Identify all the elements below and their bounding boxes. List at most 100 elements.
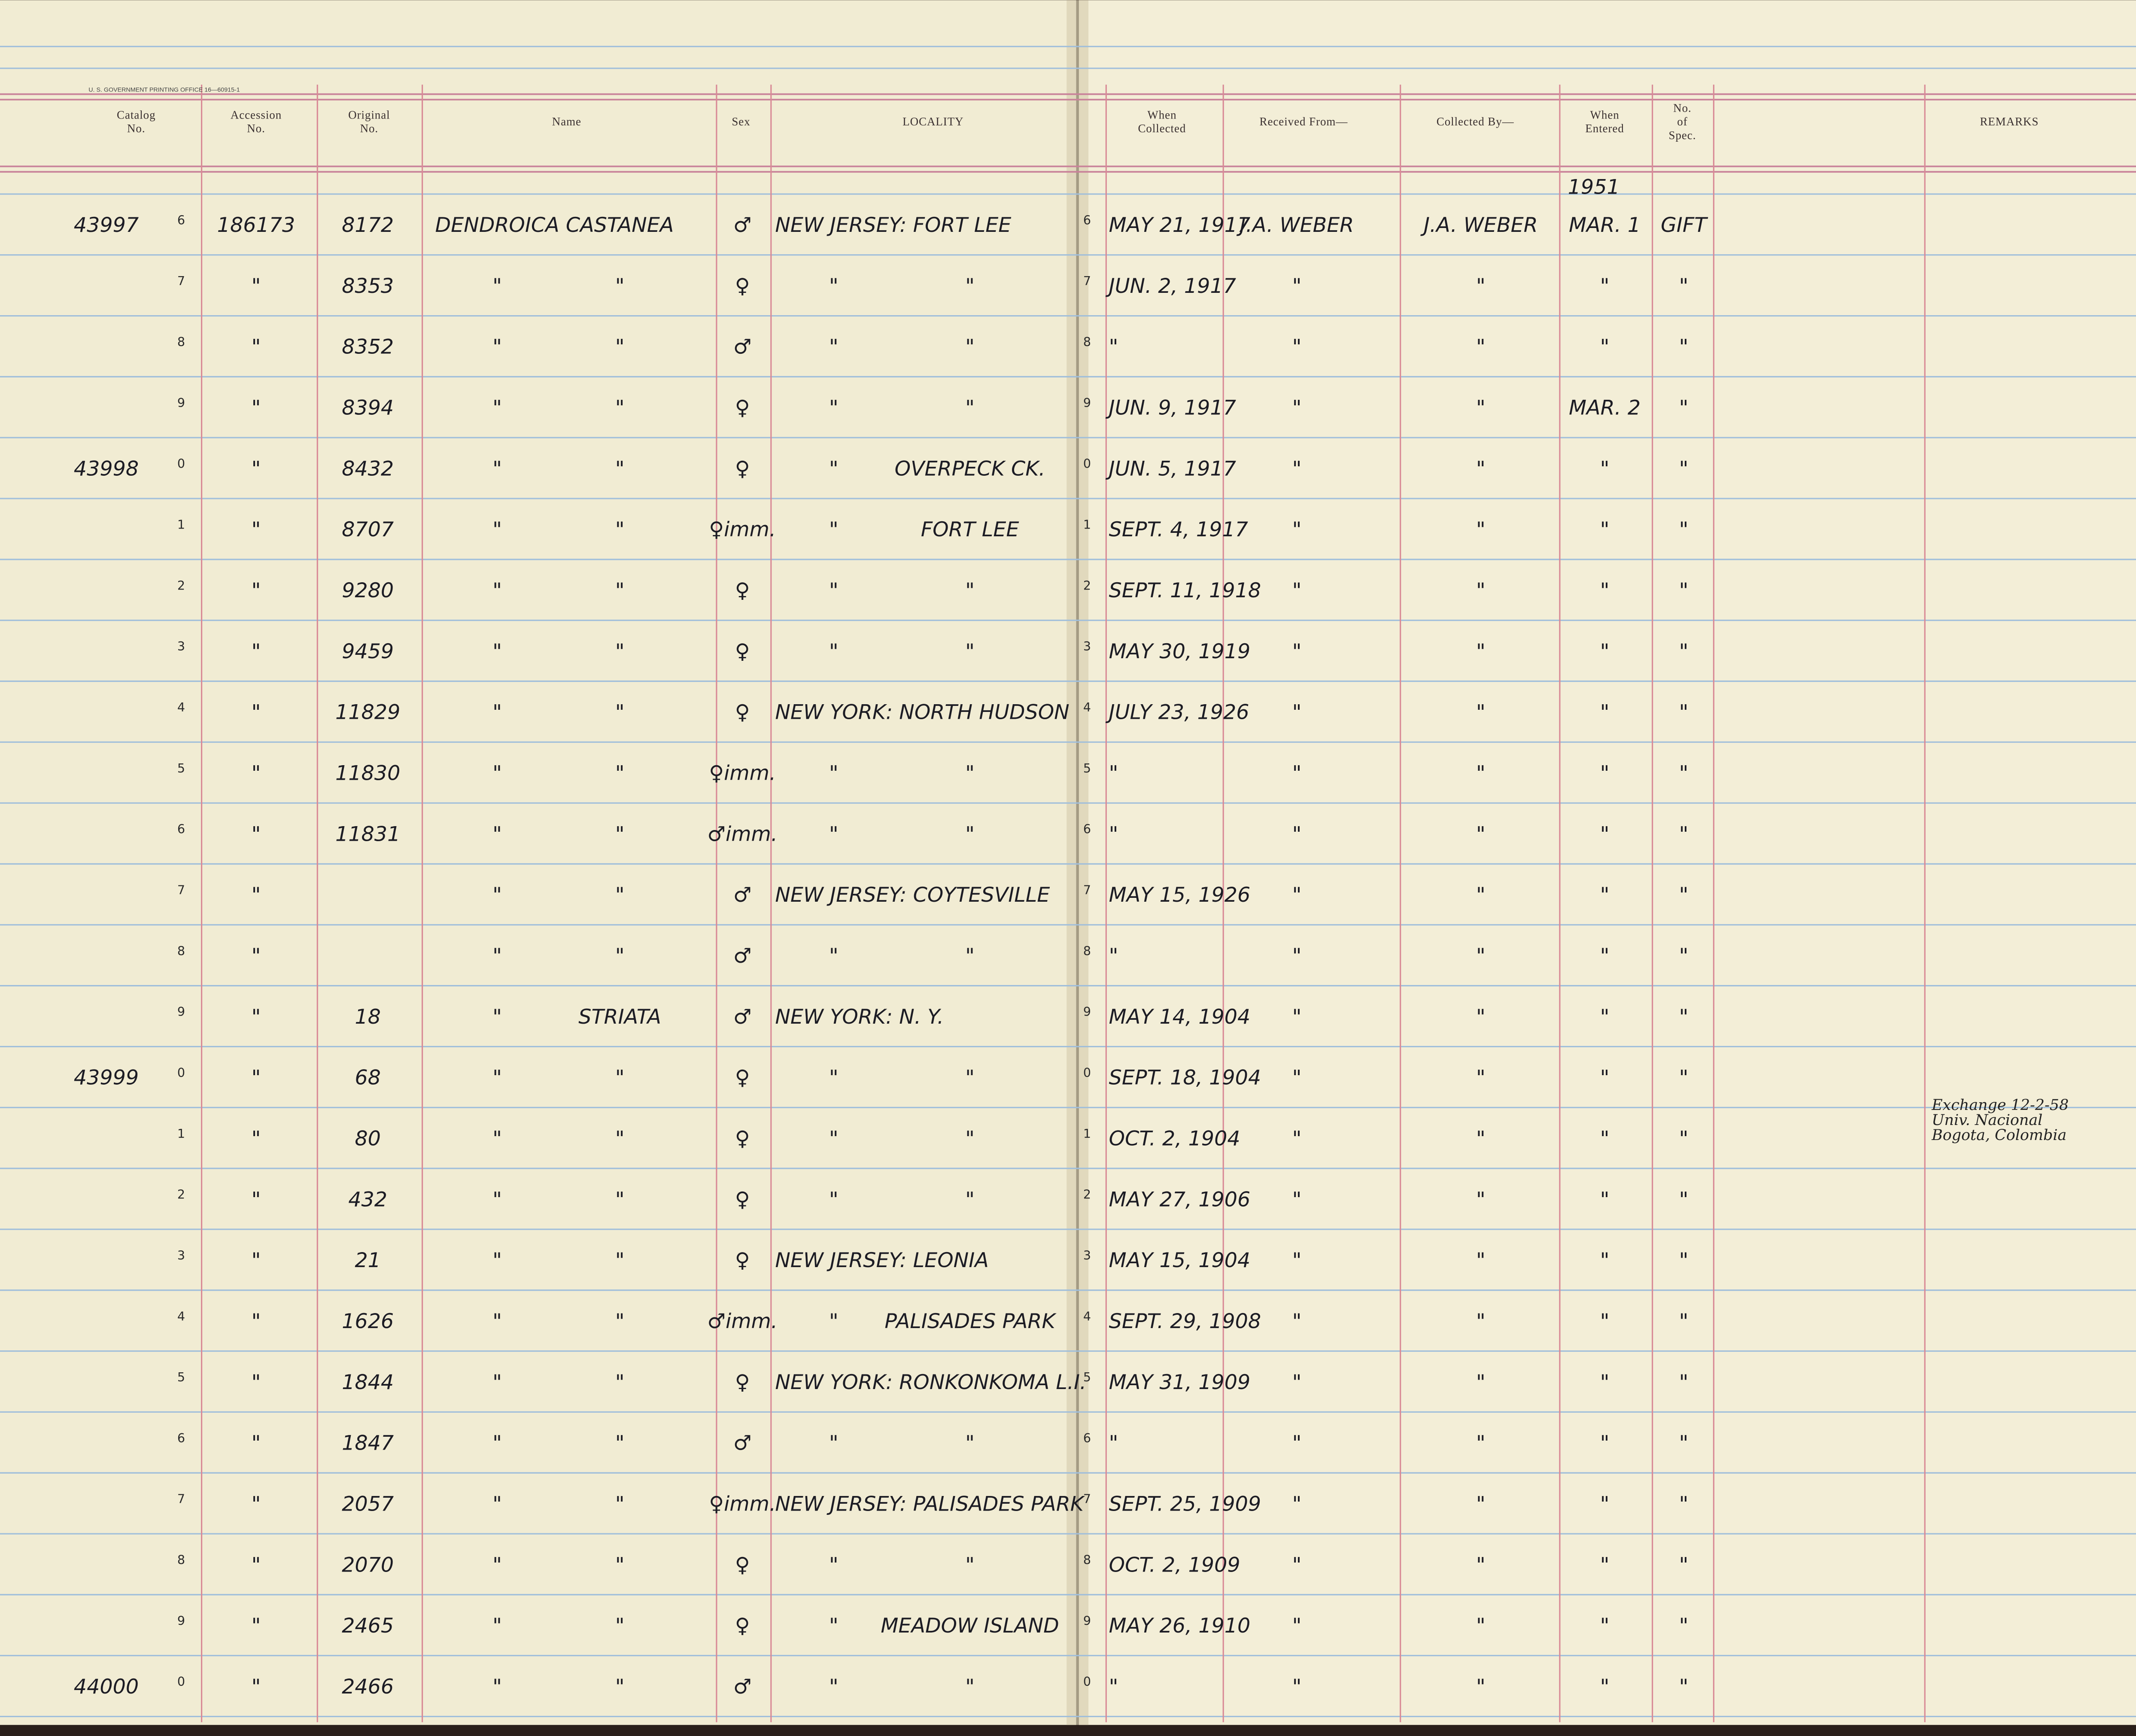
cell-collected-by: " xyxy=(1476,396,1486,420)
cell-loc2: " xyxy=(965,1553,975,1577)
cell-collected-by: " xyxy=(1476,640,1486,663)
cell-loc: NEW YORK: NORTH HUDSON xyxy=(775,701,1069,724)
cell-num2: 4 xyxy=(1083,700,1091,714)
cell-species: " xyxy=(615,457,625,480)
cell-species: " xyxy=(615,883,625,907)
cell-genus: " xyxy=(492,640,502,663)
cell-accession: " xyxy=(252,822,261,846)
cell-sex: ♀ xyxy=(735,1553,750,1577)
cell-species: " xyxy=(615,1066,625,1090)
cell-collected: JUN. 9, 1917 xyxy=(1106,396,1236,420)
cell-loc-ditto: " xyxy=(829,335,839,359)
cell-loc2: " xyxy=(965,579,975,602)
cell-sex: ♀ xyxy=(735,1127,750,1150)
cell-spec: " xyxy=(1679,1432,1689,1455)
cell-genus: " xyxy=(492,1371,502,1394)
cell-original: 2070 xyxy=(342,1553,394,1577)
cell-received: " xyxy=(1292,1310,1302,1333)
imprint: U. S. GOVERNMENT PRINTING OFFICE 16—6091… xyxy=(88,87,240,94)
cell-loc: NEW YORK: RONKONKOMA L.I. xyxy=(775,1371,1086,1394)
column-header: Sex xyxy=(732,115,750,128)
cell-entered: MAR. 1 xyxy=(1569,213,1641,237)
cell-original: 2466 xyxy=(342,1675,394,1699)
cell-collected: MAY 27, 1906 xyxy=(1109,1188,1251,1211)
cell-num: 9 xyxy=(177,1004,185,1019)
cell-received: " xyxy=(1292,1249,1302,1272)
cell-sex: ♀imm. xyxy=(709,1492,776,1516)
cell-spec: " xyxy=(1679,822,1689,846)
cell-loc-ditto: " xyxy=(829,822,839,846)
cell-genus: " xyxy=(492,1310,502,1333)
cell-accession: " xyxy=(252,1492,261,1516)
cell-received: " xyxy=(1292,274,1302,298)
cell-accession: " xyxy=(252,1371,261,1394)
column-header: REMARKS xyxy=(1980,115,2039,128)
cell-entered: " xyxy=(1600,640,1610,663)
cell-sex: ♀imm. xyxy=(709,518,776,541)
cell-entered: " xyxy=(1600,1675,1610,1699)
cell-entered: " xyxy=(1600,274,1610,298)
cell-genus: " xyxy=(492,396,502,420)
cell-num2: 7 xyxy=(1083,274,1091,288)
cell-loc-ditto: " xyxy=(829,762,839,785)
cell-loc2: FORT LEE xyxy=(921,518,1019,541)
cell-num: 3 xyxy=(177,1248,185,1262)
column-header: No. xyxy=(127,122,146,135)
cell-original: 1844 xyxy=(342,1371,394,1394)
cell-original: 21 xyxy=(355,1249,381,1272)
cell-collected-by: " xyxy=(1476,274,1486,298)
cell-num2: 6 xyxy=(1083,822,1091,836)
cell-species: " xyxy=(615,1249,625,1272)
cell-sex: ♂ xyxy=(733,1675,752,1699)
cell-collected: " xyxy=(1109,1432,1118,1455)
cell-loc: NEW JERSEY: PALISADES PARK xyxy=(775,1492,1085,1516)
cell-num: 6 xyxy=(177,822,185,836)
cell-received: " xyxy=(1292,762,1302,785)
cell-entered: " xyxy=(1600,1492,1610,1516)
cell-num: 3 xyxy=(177,639,185,654)
cell-genus: " xyxy=(492,1675,502,1699)
cell-entered: " xyxy=(1600,1249,1610,1272)
cell-accession: " xyxy=(252,335,261,359)
cell-entered: " xyxy=(1600,1127,1610,1150)
cell-collected-by: " xyxy=(1476,1492,1486,1516)
cell-species: " xyxy=(615,640,625,663)
cell-sex: ♂ xyxy=(733,335,752,359)
column-header: When xyxy=(1590,108,1619,121)
cell-sex: ♀ xyxy=(735,1188,750,1211)
cell-sex: ♂ xyxy=(733,1432,752,1455)
column-header: No. xyxy=(247,122,265,135)
cell-loc-ditto: " xyxy=(829,396,839,420)
cell-collected-by: " xyxy=(1476,1127,1486,1150)
cell-genus: " xyxy=(492,518,502,541)
cell-genus: " xyxy=(492,822,502,846)
right-page xyxy=(1079,0,2136,1725)
cell-spec: " xyxy=(1679,944,1689,968)
cell-loc-ditto: " xyxy=(829,944,839,968)
cell-accession: " xyxy=(252,274,261,298)
cell-num: 7 xyxy=(177,1492,185,1506)
cell-spec: " xyxy=(1679,762,1689,785)
cell-species: " xyxy=(615,1371,625,1394)
cell-catalog: 43998 xyxy=(74,457,139,480)
cell-accession: " xyxy=(252,1432,261,1455)
cell-original: 8353 xyxy=(342,274,394,298)
cell-original: 1847 xyxy=(342,1432,394,1455)
cell-num: 0 xyxy=(177,1065,185,1080)
cell-received: " xyxy=(1292,1614,1302,1638)
cell-species: " xyxy=(615,1188,625,1211)
cell-collected-by: " xyxy=(1476,822,1486,846)
cell-original: 8172 xyxy=(342,213,394,237)
cell-num: 5 xyxy=(177,1370,185,1384)
cell-loc-ditto: " xyxy=(829,1553,839,1577)
cell-collected: MAY 14, 1904 xyxy=(1109,1005,1251,1029)
cell-accession: " xyxy=(252,1553,261,1577)
cell-sex: ♀ xyxy=(735,457,750,480)
cell-spec: " xyxy=(1679,1127,1689,1150)
cell-entered: " xyxy=(1600,822,1610,846)
cell-original: 11829 xyxy=(335,701,400,724)
cell-received: " xyxy=(1292,822,1302,846)
cell-spec: " xyxy=(1679,1675,1689,1699)
cell-species: " xyxy=(615,1127,625,1150)
cell-num: 1 xyxy=(177,1126,185,1141)
